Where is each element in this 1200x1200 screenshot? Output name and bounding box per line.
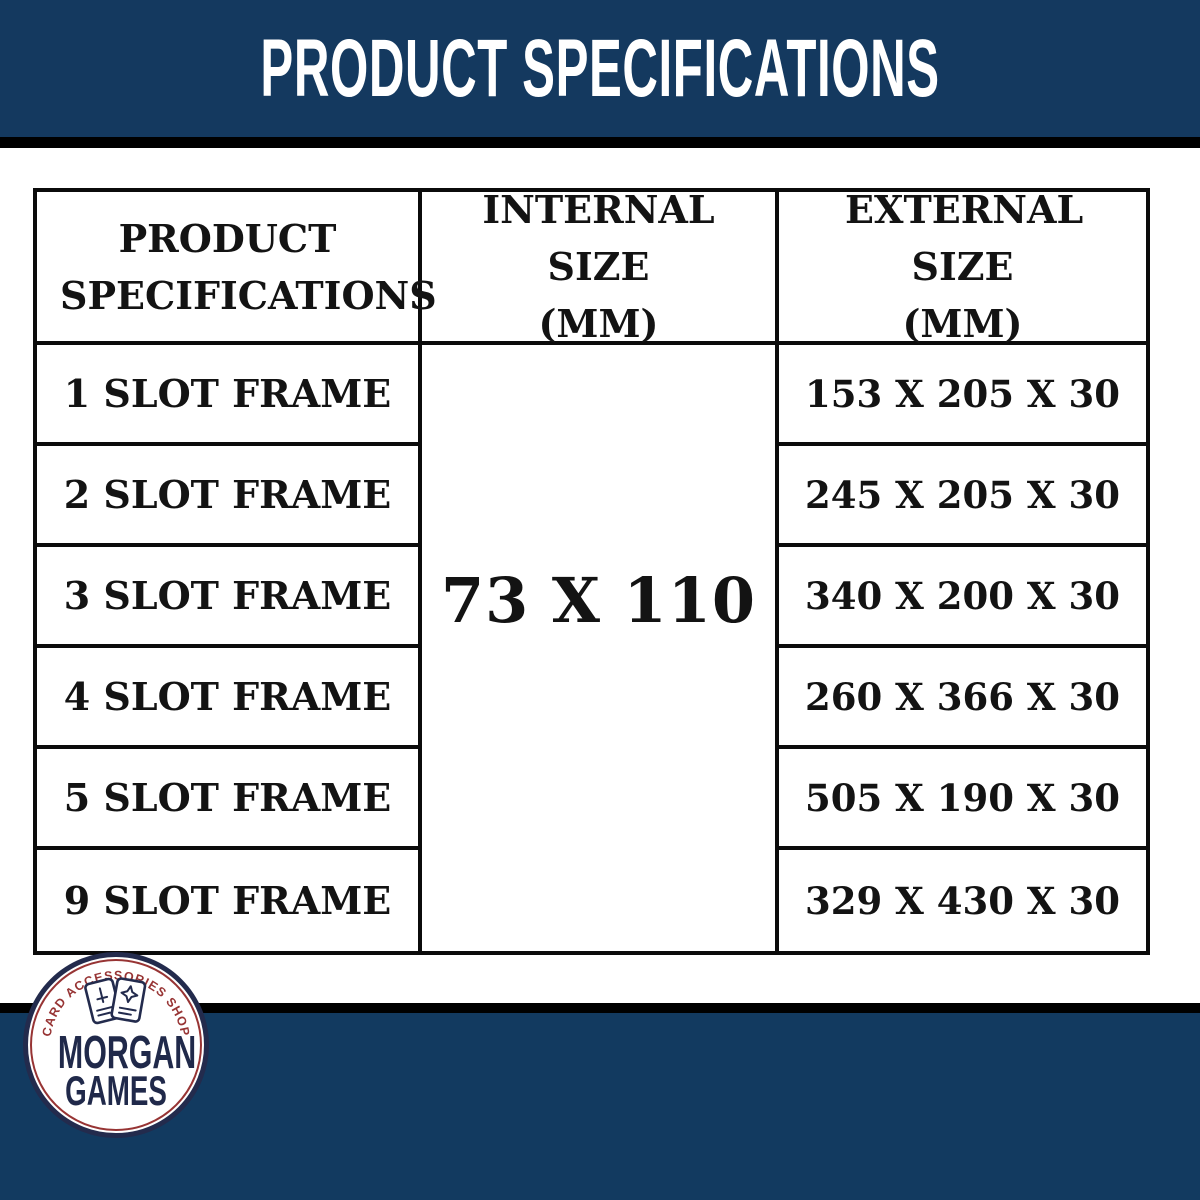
- header-divider-stripe: [0, 137, 1200, 148]
- logo-brand-line1: MORGAN: [57, 1026, 197, 1078]
- page-title: PRODUCT SPECIFICATIONS: [260, 22, 940, 114]
- table-row-product: 3 SLOT FRAME: [37, 547, 422, 648]
- internal-size-value: 73 X 110: [441, 563, 756, 637]
- column-header-product: PRODUCT SPECIFICATIONS: [37, 192, 437, 345]
- playing-cards-icon: [84, 977, 147, 1025]
- external-size-value: 245 X 205 X 30: [805, 472, 1120, 517]
- column-header-product-label: PRODUCT SPECIFICATIONS: [60, 215, 437, 318]
- table-row-product: 1 SLOT FRAME: [37, 345, 422, 446]
- external-size-value: 153 X 205 X 30: [805, 371, 1120, 416]
- footer-divider-stripe: [0, 1003, 1200, 1013]
- internal-size-merged-cell: 73 X 110: [422, 345, 779, 951]
- product-label: 4 SLOT FRAME: [63, 674, 392, 719]
- column-header-external-size: EXTERNAL SIZE (MM): [779, 187, 1146, 346]
- header-band: [0, 0, 1200, 137]
- table-row-product: 9 SLOT FRAME: [37, 850, 422, 951]
- table-row-product: 2 SLOT FRAME: [37, 446, 422, 547]
- external-size-value: 340 X 200 X 30: [805, 573, 1120, 618]
- logo-inner-ring: [30, 959, 202, 1131]
- product-label: 5 SLOT FRAME: [63, 775, 392, 820]
- product-label: 1 SLOT FRAME: [63, 371, 392, 416]
- spec-table: PRODUCT SPECIFICATIONS INTERNAL SIZE (MM…: [33, 187, 1150, 955]
- table-row-external: 329 X 430 X 30: [779, 850, 1146, 951]
- table-row-external: 505 X 190 X 30: [779, 749, 1146, 850]
- table-row-external: 245 X 205 X 30: [779, 446, 1146, 547]
- column-header-internal-size-label: INTERNAL SIZE (MM): [482, 187, 715, 346]
- product-label: 9 SLOT FRAME: [63, 878, 392, 923]
- external-size-value: 260 X 366 X 30: [805, 674, 1120, 719]
- logo-brand-line2: GAMES: [65, 1067, 167, 1114]
- table-row-external: 260 X 366 X 30: [779, 648, 1146, 749]
- column-header-internal-size: INTERNAL SIZE (MM): [422, 187, 779, 346]
- external-size-value: 329 X 430 X 30: [805, 878, 1120, 923]
- brand-logo-badge: CARD ACCESSORIES SHOP: [23, 952, 209, 1138]
- column-header-external-size-label: EXTERNAL SIZE (MM): [845, 187, 1084, 346]
- product-label: 2 SLOT FRAME: [63, 472, 392, 517]
- table-row-product: 5 SLOT FRAME: [37, 749, 422, 850]
- table-row-product: 4 SLOT FRAME: [37, 648, 422, 749]
- page-title-wrap: PRODUCT SPECIFICATIONS: [0, 0, 1200, 137]
- table-row-external: 340 X 200 X 30: [779, 547, 1146, 648]
- external-size-value: 505 X 190 X 30: [805, 775, 1120, 820]
- product-label: 3 SLOT FRAME: [63, 573, 392, 618]
- table-row-external: 153 X 205 X 30: [779, 345, 1146, 446]
